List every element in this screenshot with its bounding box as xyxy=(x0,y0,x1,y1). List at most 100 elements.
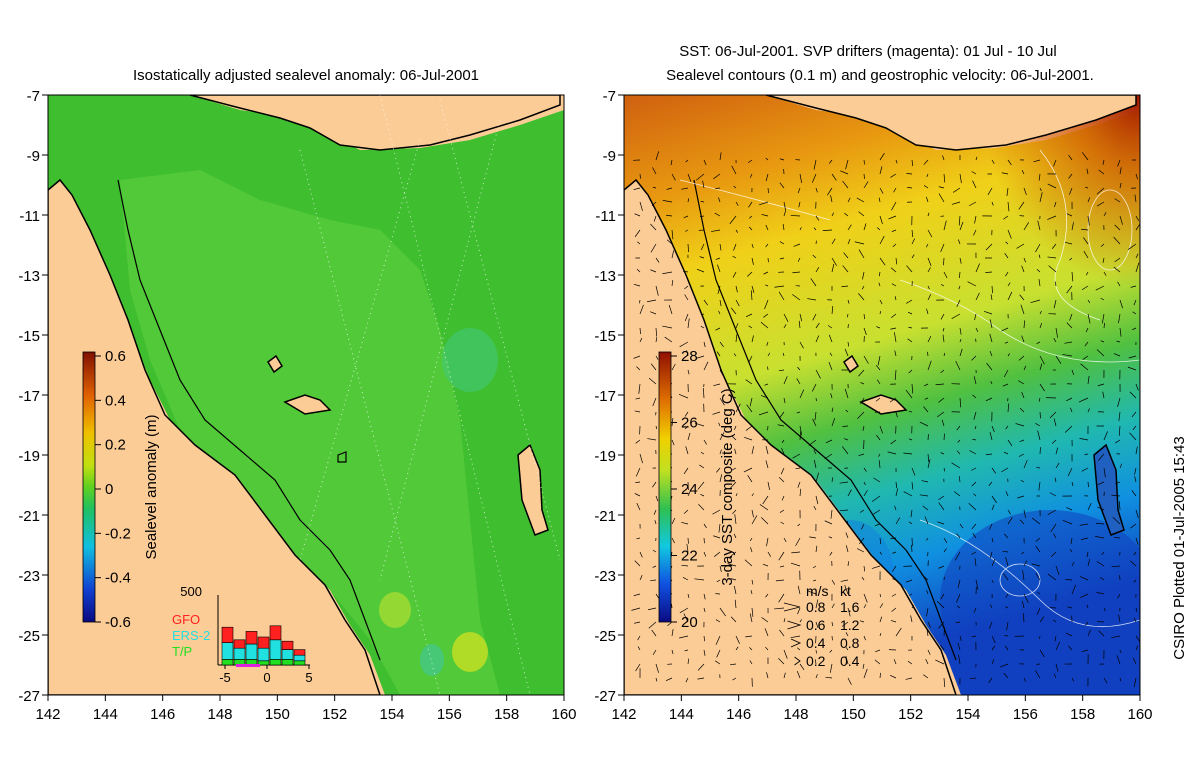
velocity-arrow xyxy=(715,635,721,645)
velocity-arrow xyxy=(871,495,881,502)
velocity-arrow xyxy=(957,439,961,443)
velocity-arrow xyxy=(783,649,788,659)
velocity-arrow xyxy=(655,495,659,502)
velocity-arrow xyxy=(1098,169,1105,175)
velocity-arrow xyxy=(748,355,753,362)
velocity-arrow xyxy=(735,299,740,307)
velocity-arrow xyxy=(1039,355,1045,365)
velocity-arrow xyxy=(797,585,801,595)
velocity-arrow xyxy=(847,489,852,497)
velocity-arrow xyxy=(1071,677,1075,682)
velocity-arrow xyxy=(652,649,657,655)
velocity-arrow xyxy=(987,187,993,196)
velocity-arrow xyxy=(813,505,817,511)
velocity-arrow xyxy=(1097,383,1105,387)
y-tick-label: -7 xyxy=(603,88,616,105)
velocity-arrow xyxy=(1038,397,1041,402)
velocity-arrow xyxy=(895,159,898,164)
velocity-arrow xyxy=(1115,481,1121,485)
velocity-arrow xyxy=(894,350,897,357)
velocity-arrow xyxy=(735,334,738,343)
velocity-arrow xyxy=(650,311,657,315)
velocity-arrow xyxy=(927,649,931,655)
velocity-arrow xyxy=(762,563,769,567)
velocity-arrow xyxy=(635,439,641,444)
velocity-arrow xyxy=(696,355,705,359)
velocity-arrow xyxy=(703,551,707,557)
velocity-arrow xyxy=(719,449,722,455)
velocity-arrow xyxy=(765,593,769,598)
velocity-arrow xyxy=(1007,229,1012,239)
velocity-arrow xyxy=(1033,159,1041,163)
velocity-arrow xyxy=(971,635,977,638)
velocity-arrow xyxy=(671,229,674,240)
velocity-arrow xyxy=(1007,201,1010,212)
velocity-key-ms: 0.8 xyxy=(806,599,826,615)
velocity-arrow xyxy=(759,201,769,206)
velocity-arrow xyxy=(647,607,657,611)
velocity-arrow xyxy=(639,575,643,581)
velocity-arrow xyxy=(638,383,641,394)
velocity-arrow xyxy=(831,257,837,266)
velocity-arrow xyxy=(815,649,817,654)
velocity-arrow xyxy=(1051,243,1057,249)
velocity-arrow xyxy=(700,494,705,497)
velocity-arrow xyxy=(765,445,769,455)
velocity-arrow xyxy=(703,159,707,166)
velocity-arrow xyxy=(775,579,785,582)
left-shelf xyxy=(120,170,500,695)
velocity-arrow xyxy=(940,243,945,253)
velocity-arrow xyxy=(687,658,690,665)
velocity-arrow xyxy=(779,257,785,260)
velocity-arrow xyxy=(683,467,689,475)
velocity-arrow xyxy=(989,523,993,530)
velocity-arrow xyxy=(765,173,769,182)
velocity-arrow xyxy=(1023,222,1029,231)
velocity-arrow xyxy=(764,299,769,310)
velocity-arrow xyxy=(1007,509,1011,515)
velocity-arrow xyxy=(829,551,833,556)
velocity-arrow xyxy=(1054,201,1057,208)
velocity-arrow xyxy=(779,629,785,637)
velocity-arrow xyxy=(887,451,897,455)
y-tick-label: -7 xyxy=(27,88,40,105)
x-tick-label: 158 xyxy=(1070,706,1095,723)
velocity-arrow xyxy=(715,327,721,331)
velocity-arrow xyxy=(815,322,820,329)
velocity-arrow xyxy=(957,579,961,589)
velocity-arrow xyxy=(890,267,897,273)
velocity-arrow xyxy=(1018,453,1025,457)
y-tick-label: -23 xyxy=(594,568,616,585)
velocity-arrow xyxy=(1030,299,1041,304)
velocity-arrow xyxy=(655,257,660,263)
velocity-arrow xyxy=(906,299,913,304)
velocity-arrow xyxy=(847,197,851,203)
velocity-arrow xyxy=(687,318,690,329)
inset-bar-gfo xyxy=(269,625,282,641)
velocity-arrow xyxy=(634,560,641,567)
velocity-arrow xyxy=(956,450,961,455)
velocity-arrow xyxy=(926,196,929,203)
velocity-arrow xyxy=(760,395,769,399)
velocity-arrow xyxy=(687,489,692,497)
velocity-arrow xyxy=(813,459,817,469)
velocity-arrow xyxy=(713,173,721,180)
velocity-arrow xyxy=(793,243,801,247)
velocity-arrow xyxy=(1135,215,1140,221)
velocity-arrow xyxy=(703,593,706,600)
inset-bar-gfo xyxy=(293,649,306,656)
velocity-arrow xyxy=(1047,256,1057,259)
velocity-arrow xyxy=(683,613,689,623)
velocity-arrow xyxy=(1083,237,1089,245)
velocity-arrow xyxy=(749,173,753,178)
velocity-arrow xyxy=(716,351,721,357)
velocity-arrow xyxy=(648,377,657,385)
velocity-arrow xyxy=(1087,481,1089,488)
velocity-arrow xyxy=(983,311,993,315)
velocity-arrow xyxy=(1023,593,1029,603)
velocity-arrow xyxy=(1021,169,1025,175)
velocity-arrow xyxy=(1007,282,1011,287)
velocity-arrow xyxy=(863,668,868,679)
velocity-arrow xyxy=(684,294,689,301)
velocity-arrow xyxy=(910,615,913,623)
